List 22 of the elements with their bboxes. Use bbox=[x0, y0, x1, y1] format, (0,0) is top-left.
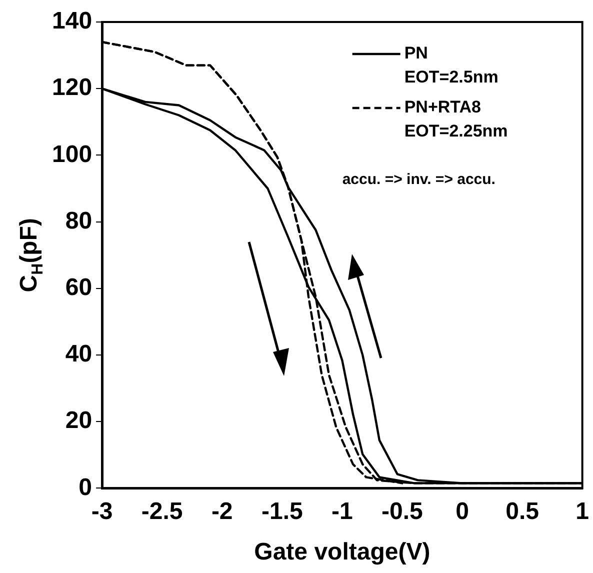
y-tick-label: 40 bbox=[65, 340, 92, 368]
y-tick-label: 80 bbox=[65, 207, 92, 234]
annotation: accu. => inv. => accu. bbox=[342, 171, 496, 188]
y-tick-label: 120 bbox=[52, 74, 92, 102]
x-axis-title: Gate voltage(V) bbox=[254, 538, 430, 566]
y-tick-label: 100 bbox=[52, 140, 92, 168]
x-tick-label: -0.5 bbox=[382, 498, 423, 526]
legend-label: PN+RTA8 EOT=2.25nm bbox=[404, 98, 508, 141]
x-tick-label: -3 bbox=[91, 498, 113, 526]
x-tick-label: -2 bbox=[211, 498, 233, 526]
y-tick-label: 0 bbox=[78, 474, 92, 501]
x-tick-label: -1.5 bbox=[261, 498, 303, 526]
x-tick-label: -1 bbox=[332, 498, 353, 526]
x-tick-label: 1 bbox=[576, 498, 590, 526]
y-tick-label: 140 bbox=[52, 8, 92, 35]
y-tick-label: 60 bbox=[65, 274, 92, 302]
x-tick-label: 0 bbox=[456, 498, 469, 526]
y-axis-title: CH(pF) bbox=[16, 218, 46, 292]
legend-label: PN EOT=2.5nm bbox=[404, 44, 498, 87]
y-tick-label: 20 bbox=[65, 407, 92, 434]
x-tick-label: -2.5 bbox=[141, 498, 183, 526]
x-tick-label: 0.5 bbox=[506, 498, 539, 526]
